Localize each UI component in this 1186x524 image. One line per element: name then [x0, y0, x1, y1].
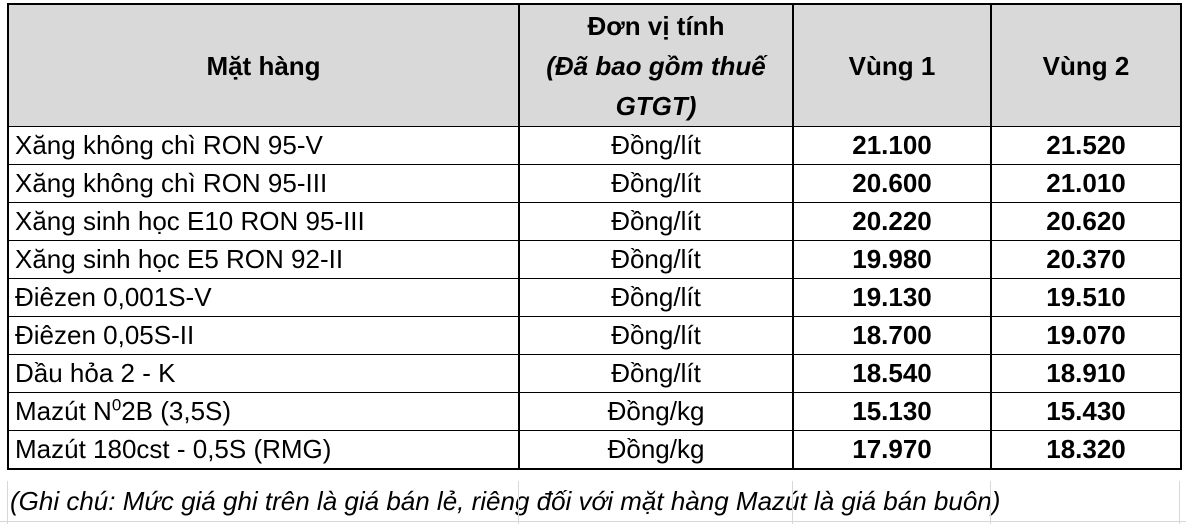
table-row: Xăng không chì RON 95-III Đồng/lít 20.60…: [7, 164, 1182, 203]
product-name: Xăng sinh học E5 RON 92-II: [15, 244, 344, 274]
product-name-cell: Xăng sinh học E10 RON 95-III: [7, 202, 520, 241]
product-name-cell: Xăng không chì RON 95-V: [7, 126, 520, 165]
unit-cell: Đồng/lít: [518, 202, 794, 241]
region1-price-cell: 21.100: [792, 126, 992, 165]
unit-cell: Đồng/kg: [518, 392, 794, 431]
header-row: Mặt hàng Đơn vị tính (Đã bao gồm thuế GT…: [7, 3, 1182, 127]
unit-cell: Đồng/lít: [518, 126, 794, 165]
region2-price-cell: 20.620: [990, 202, 1182, 241]
region1-price-cell: 18.700: [792, 316, 992, 355]
region1-price-cell: 19.980: [792, 240, 992, 279]
unit-cell: Đồng/kg: [518, 430, 794, 470]
footnote: (Ghi chú: Mức giá ghi trên là giá bán lẻ…: [10, 486, 1001, 516]
region1-price-cell: 17.970: [792, 430, 992, 470]
product-name-cell: Điêzen 0,05S-II: [7, 316, 520, 355]
unit-cell: Đồng/lít: [518, 316, 794, 355]
region2-price-cell: 21.520: [990, 126, 1182, 165]
region1-price-cell: 15.130: [792, 392, 992, 431]
product-name: Dầu hỏa 2 - K: [15, 358, 176, 388]
table-row: Xăng sinh học E5 RON 92-II Đồng/lít 19.9…: [7, 240, 1182, 279]
header-product-label: Mặt hàng: [206, 50, 321, 81]
product-name: Xăng không chì RON 95-III: [15, 168, 328, 198]
product-name-cell: Dầu hỏa 2 - K: [7, 354, 520, 393]
header-product: Mặt hàng: [7, 3, 520, 127]
table-row: Dầu hỏa 2 - K Đồng/lít 18.540 18.910: [7, 354, 1182, 393]
gridline-vertical: [518, 481, 519, 524]
gridline-vertical: [7, 481, 8, 524]
table-row: Điêzen 0,001S-V Đồng/lít 19.130 19.510: [7, 278, 1182, 317]
region1-price-cell: 19.130: [792, 278, 992, 317]
product-name: Mazút N: [15, 396, 112, 426]
region1-price-cell: 20.220: [792, 202, 992, 241]
header-region2: Vùng 2: [990, 3, 1182, 127]
gridline-vertical: [990, 481, 991, 524]
header-region2-label: Vùng 2: [1042, 50, 1130, 81]
gridline-vertical: [792, 481, 793, 524]
product-name-suffix: 2B (3,5S): [121, 396, 232, 426]
product-name: Mazút 180cst - 0,5S (RMG): [15, 434, 332, 464]
table-row: Xăng sinh học E10 RON 95-III Đồng/lít 20…: [7, 202, 1182, 241]
fuel-price-table: Mặt hàng Đơn vị tính (Đã bao gồm thuế GT…: [7, 3, 1182, 470]
region2-price-cell: 18.910: [990, 354, 1182, 393]
table-row: Mazút N02B (3,5S) Đồng/kg 15.130 15.430: [7, 392, 1182, 431]
region2-price-cell: 20.370: [990, 240, 1182, 279]
header-region1-label: Vùng 1: [848, 50, 936, 81]
gridline-horizontal: [0, 521, 1186, 522]
unit-cell: Đồng/lít: [518, 164, 794, 203]
product-name-cell: Xăng sinh học E5 RON 92-II: [7, 240, 520, 279]
header-region1: Vùng 1: [792, 3, 992, 127]
region2-price-cell: 21.010: [990, 164, 1182, 203]
product-name-cell: Mazút N02B (3,5S): [7, 392, 520, 431]
table-row: Mazút 180cst - 0,5S (RMG) Đồng/kg 17.970…: [7, 430, 1182, 470]
unit-cell: Đồng/lít: [518, 354, 794, 393]
header-unit-title: Đơn vị tính: [587, 10, 725, 41]
region2-price-cell: 15.430: [990, 392, 1182, 431]
region1-price-cell: 18.540: [792, 354, 992, 393]
header-unit: Đơn vị tính (Đã bao gồm thuế GTGT): [518, 3, 794, 127]
table-row: Xăng không chì RON 95-V Đồng/lít 21.100 …: [7, 126, 1182, 165]
unit-cell: Đồng/lít: [518, 278, 794, 317]
region1-price-cell: 20.600: [792, 164, 992, 203]
table-row: Điêzen 0,05S-II Đồng/lít 18.700 19.070: [7, 316, 1182, 355]
region2-price-cell: 19.070: [990, 316, 1182, 355]
product-name-cell: Điêzen 0,001S-V: [7, 278, 520, 317]
product-name-cell: Xăng không chì RON 95-III: [7, 164, 520, 203]
unit-cell: Đồng/lít: [518, 240, 794, 279]
product-name: Xăng sinh học E10 RON 95-III: [15, 206, 365, 236]
product-name: Xăng không chì RON 95-V: [15, 130, 323, 160]
product-name-cell: Mazút 180cst - 0,5S (RMG): [7, 430, 520, 470]
gridline-vertical: [1179, 481, 1180, 524]
region2-price-cell: 18.320: [990, 430, 1182, 470]
product-name: Điêzen 0,001S-V: [15, 282, 212, 312]
product-name: Điêzen 0,05S-II: [15, 320, 195, 350]
product-name-superscript: 0: [111, 395, 122, 415]
region2-price-cell: 19.510: [990, 278, 1182, 317]
header-unit-subtitle: (Đã bao gồm thuế GTGT): [546, 50, 766, 121]
